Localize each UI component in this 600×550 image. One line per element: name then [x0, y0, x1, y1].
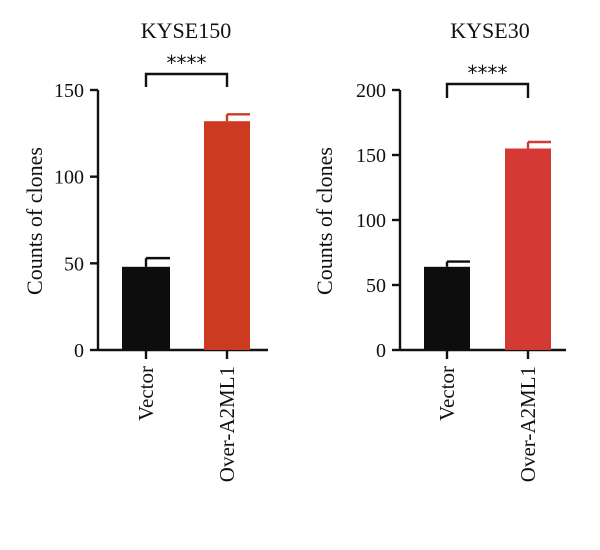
- bar: [122, 266, 170, 350]
- x-tick-label: Over-A2ML1: [215, 366, 239, 482]
- y-axis-label: Counts of clones: [22, 147, 47, 295]
- y-tick-label: 150: [54, 80, 84, 102]
- y-tick-label: 0: [376, 340, 386, 362]
- significance-label: ****: [468, 61, 508, 85]
- x-tick-label: Vector: [134, 366, 158, 421]
- y-tick-label: 100: [356, 210, 386, 232]
- y-tick-label: 50: [64, 253, 84, 275]
- significance-label: ****: [167, 51, 207, 75]
- y-tick-label: 50: [366, 275, 386, 297]
- chart-panel-kyse30: KYSE30 Counts of clones 0 50 100 150 200 Vect…: [312, 18, 566, 482]
- y-tick-label: 200: [356, 80, 386, 102]
- x-tick-label: Vector: [435, 366, 459, 421]
- chart-title: KYSE30: [450, 18, 529, 43]
- y-tick-label: 100: [54, 167, 84, 189]
- chart-marks: 0 50 100 150 200 Vector Over-A2ML1 ****: [356, 61, 566, 482]
- chart-marks: 0 50 100 150 Vector Over-A2ML1 ****: [54, 51, 268, 482]
- bar: [424, 266, 470, 350]
- bar: [204, 121, 250, 350]
- significance-bracket: [144, 72, 229, 87]
- y-axis-label: Counts of clones: [312, 147, 337, 295]
- bar: [505, 148, 551, 350]
- y-tick-label: 150: [356, 145, 386, 167]
- y-tick-label: 0: [74, 340, 84, 362]
- chart-panel-kyse150: KYSE150 Counts of clones 0 50 100 150 Vector…: [22, 18, 268, 482]
- chart-title: KYSE150: [141, 18, 231, 43]
- significance-bracket: [445, 82, 530, 98]
- x-tick-label: Over-A2ML1: [516, 366, 540, 482]
